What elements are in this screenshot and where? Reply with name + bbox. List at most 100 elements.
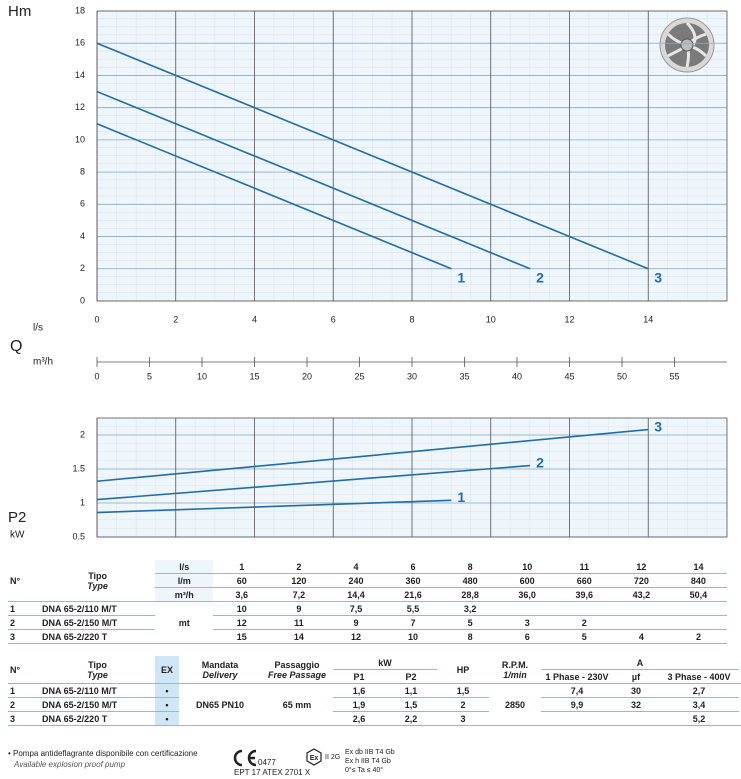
header-cell: 1 Phase - 230V [541,669,613,684]
head-value: 4 [612,629,670,644]
header-cell: P2 [385,669,437,684]
flow-cell: 600 [498,573,556,588]
header-cell: µf [613,669,659,684]
spec-cell: 1,5 [385,697,437,712]
model: DNA 65-2/110 M/T [40,601,156,616]
y-label: Hm [8,3,31,20]
header-row: N° Tipo Type l/s 1 2 4 6 8 10 11 12 14 [8,560,727,602]
y-tick-label: 14 [75,70,85,80]
group: II 2G [325,754,341,761]
spec-table: N° Tipo Type EX Mandata Delivery Passaggio Free… [8,656,741,726]
ex-cell: • [155,697,179,712]
row-number: 3 [8,629,41,644]
y-tick-label: 18 [75,5,85,15]
header-row: m³/h 3,6 7,2 14,4 21,6 28,8 36,0 39,6 43,2 50,4 [8,587,727,602]
spec-cell: 2,6 [333,711,385,726]
label: Passaggio [274,659,320,670]
head-value: 5 [555,629,613,644]
rpm: 2850 [489,683,541,726]
curve-label: 3 [654,418,662,434]
data-row: 3 DNA 65-2/220 T • 2,6 2,2 3 5,2 [8,711,741,726]
ex-cell: • [155,711,179,726]
x-tick-label: 14 [643,314,653,324]
ce-number: 0477 [258,758,276,767]
model: DNA 65-2/220 T [40,629,156,644]
flow-cell: 12 [612,560,670,574]
y-unit: kW [10,530,25,541]
row-number: 3 [8,711,40,726]
flow-cell: 10 [498,560,556,574]
head-value: 10 [384,629,442,644]
row-number: 2 [8,697,40,712]
model: DNA 65-2/150 M/T [40,615,156,630]
x2-tick-label: 55 [669,371,679,381]
flow-cell: 4 [327,560,385,574]
data-row: 3 DNA 65-2/220 T 15 14 12 10 8 6 5 4 2 [8,629,727,644]
spec-cell: 3 [437,711,489,726]
spec-cell: 2,2 [385,711,437,726]
atex: EPT 17 ATEX 2701 X [234,768,311,777]
spec-cell: 1,5 [437,683,489,698]
header-row: P1 P2 1 Phase - 230V µf 3 Phase - 400V [8,669,741,684]
delivery: DN65 PN10 [179,683,261,726]
label: Tipo [88,570,108,581]
flow-cell: 43,2 [612,587,670,602]
flow-cell: 28,8 [441,587,499,602]
y-tick-label: 4 [80,231,85,241]
data-row: 1 DNA 65-2/110 M/T • DN65 PN10 65 mm 1,6 1,1 1,… [8,683,741,726]
x2-tick-label: 40 [512,371,522,381]
header-cell: Passaggio Free Passage [261,656,333,684]
header-cell: R.P.M. 1/min [489,656,541,684]
header-cell: EX [155,656,179,684]
row-number: 1 [8,683,40,698]
flow-cell: 720 [612,573,670,588]
y-tick-label: 0.5 [72,531,85,541]
ex-cell: • [155,683,179,698]
y-tick-label: 2 [80,263,85,273]
header-cell: P1 [333,669,385,684]
unit-cell: l/m [155,573,214,588]
x-tick-label: 10 [486,314,496,324]
head-value: 2 [669,629,727,644]
head-value: 10 [213,601,271,616]
header-row: N° Tipo Type EX Mandata Delivery Passaggio Free… [8,656,741,684]
y-tick-label: 10 [75,134,85,144]
x2-tick-label: 10 [197,371,207,381]
ex-mark: Ex [306,748,322,766]
spec-cell: 1,9 [333,697,385,712]
y-tick-label: 8 [80,166,85,176]
header-cell: A [541,656,739,670]
head-value: 7,5 [327,601,385,616]
label: Tipo [88,659,107,670]
head-unit: mt [155,601,214,644]
spec-cell: 3,4 [659,697,739,712]
flow-cell: 36,0 [498,587,556,602]
x2-tick-label: 30 [407,371,417,381]
head-value: 6 [498,629,556,644]
row-number: 1 [8,601,41,616]
flow-cell: 14,4 [327,587,385,602]
head-value: 12 [213,615,271,630]
y-tick-label: 6 [80,199,85,209]
flow-cell: 6 [384,560,442,574]
head-value: 9 [270,601,328,616]
flow-cell: 1 [213,560,271,574]
data-row: 1 DNA 65-2/110 M/T mt 10 9 7,5 5,5 3,2 [8,601,727,644]
x2-tick-label: 45 [564,371,574,381]
svg-text:Ex: Ex [310,755,319,762]
label-en: Type [87,669,108,680]
label-en: Delivery [202,669,238,680]
empty-cell [669,601,727,616]
header-cell: kW [333,656,437,670]
unit-cell: m³/h [155,587,214,602]
x2-tick-label: 15 [249,371,259,381]
head-value: 12 [327,629,385,644]
performance-table: N° Tipo Type l/s 1 2 4 6 8 10 11 12 14 l/m 60 120 240 360… [8,560,727,644]
unit-cell: l/s [155,560,214,574]
label: R.P.M. [501,659,529,670]
flow-cell: 840 [669,573,727,588]
x2-tick-label: 35 [459,371,469,381]
note: • Pompa antideflagrante disponibile con … [8,749,198,758]
plot-border [96,10,728,302]
spec-cell: 7,4 [541,683,613,698]
